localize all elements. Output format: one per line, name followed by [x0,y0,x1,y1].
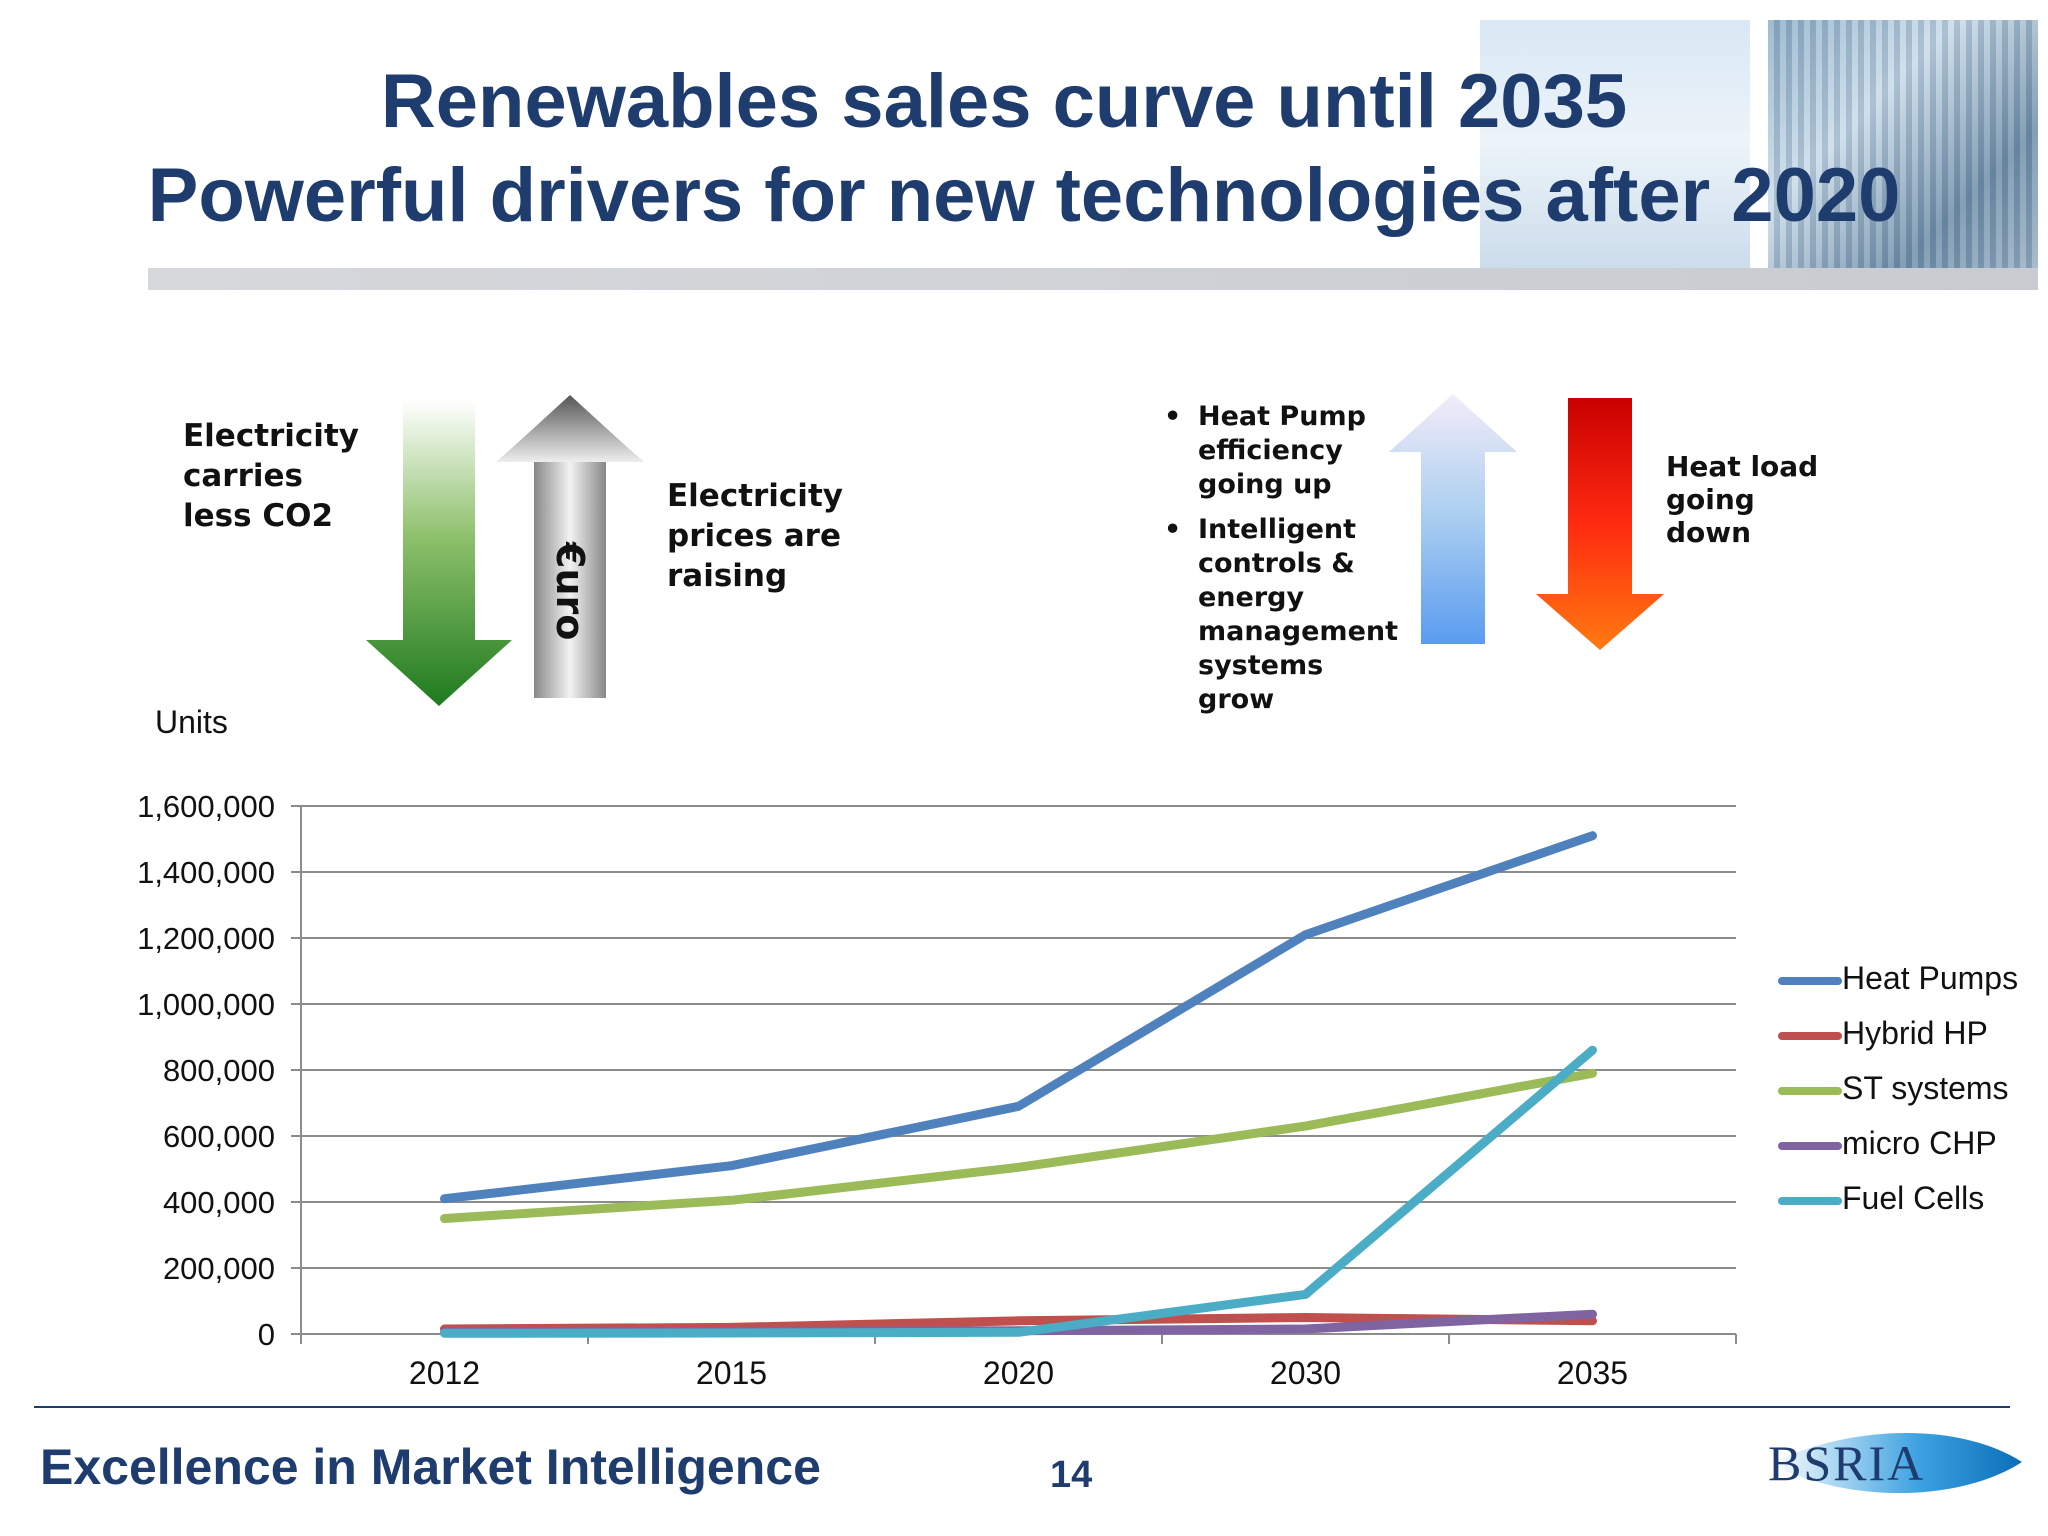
bullet-controls: Intelligent controls & energy management… [1164,513,1398,717]
blue-up-arrow-icon [1389,394,1517,644]
page-number: 14 [1050,1454,1093,1496]
legend-label: Hybrid HP [1842,1015,1988,1051]
legend-label: micro CHP [1842,1125,1997,1161]
x-tick-label: 2020 [983,1355,1054,1391]
series-line-st-systems [440,1068,1597,1223]
co2-note: Electricity carries less CO2 [183,418,359,534]
sky-image [1480,20,1750,290]
y-tick-label: 0 [258,1317,275,1352]
footer-tagline: Excellence in Market Intelligence [40,1439,821,1495]
series-line-fuel-cells [440,1045,1597,1338]
y-tick-label: 1,600,000 [137,789,275,824]
building-image [1768,20,2038,290]
y-tick-label: 1,400,000 [137,855,275,890]
euro-up-arrow-icon [497,395,643,698]
slide-title-line-2: Powerful drivers for new technologies af… [147,153,1901,238]
legend-swatch [1778,977,1842,985]
x-tick-label: 2012 [409,1355,480,1391]
x-tick-label: 2035 [1557,1355,1628,1391]
bullet-heat-pump: Heat Pump efficiency going up [1164,400,1398,502]
bsria-logo-swoosh-icon [1770,1432,2022,1494]
x-tick-label: 2030 [1270,1355,1341,1391]
legend-swatch [1778,1087,1842,1095]
sales-line-chart: 0 200,000 400,000 600,000 800,000 1,000,000 1,… [137,789,1737,1391]
legend-label: Fuel Cells [1842,1180,1985,1216]
legend-label: ST systems [1842,1070,2009,1106]
legend-swatch [1778,1032,1842,1040]
green-down-arrow-icon [366,400,512,706]
footer-divider [34,1406,2010,1408]
y-tick-label: 200,000 [163,1251,275,1286]
series-line-heat-pumps [440,831,1597,1204]
bsria-logo-text: BSRIA [1768,1435,1926,1491]
y-tick-label: 1,000,000 [137,987,275,1022]
heat-load-note: Heat load going down [1666,450,1819,549]
legend-swatch [1778,1197,1842,1205]
drivers-illustration [366,394,1664,706]
building-window-pattern [1768,20,2038,290]
legend-swatch [1778,1142,1842,1150]
price-note: Electricity prices are raising [667,478,843,594]
slide-title-line-1: Renewables sales curve until 2035 [380,59,1628,144]
x-tick-label: 2015 [696,1355,767,1391]
y-tick-label: 400,000 [163,1185,275,1220]
technology-bullets: Heat Pump efficiency going up Intelligen… [1164,400,1398,717]
legend-label: Heat Pumps [1842,960,2019,996]
header-bar [148,268,2038,290]
red-down-arrow-icon [1536,398,1664,650]
y-axis-label: Units [155,704,228,740]
y-tick-label: 1,200,000 [137,921,275,956]
y-tick-label: 800,000 [163,1053,275,1088]
y-tick-label: 600,000 [163,1119,275,1154]
